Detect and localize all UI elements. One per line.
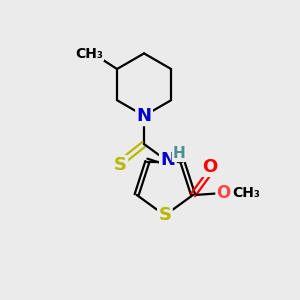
Text: O: O bbox=[202, 158, 217, 175]
Text: N: N bbox=[136, 107, 152, 125]
Text: H: H bbox=[172, 146, 185, 161]
Text: S: S bbox=[158, 206, 171, 224]
Text: S: S bbox=[114, 157, 127, 175]
Text: N: N bbox=[160, 152, 175, 169]
Text: CH₃: CH₃ bbox=[232, 186, 260, 200]
Text: CH₃: CH₃ bbox=[75, 46, 103, 61]
Text: O: O bbox=[217, 184, 231, 202]
